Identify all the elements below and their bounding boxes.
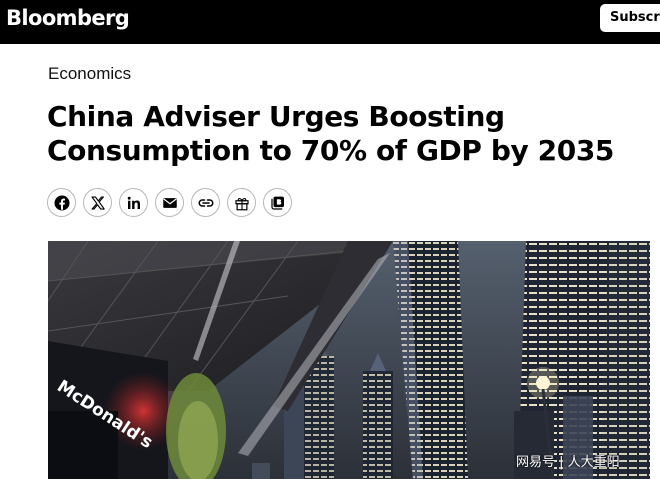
bloomberg-logo[interactable]: Bloomberg xyxy=(6,6,130,30)
share-email-button[interactable] xyxy=(155,188,184,217)
building-canopy xyxy=(48,241,393,456)
share-linkedin-button[interactable] xyxy=(119,188,148,217)
copy-link-button[interactable] xyxy=(191,188,220,217)
x-icon xyxy=(90,195,105,210)
tree xyxy=(166,373,226,479)
article-category[interactable]: Economics xyxy=(48,64,132,83)
bloomberg-terminal-icon xyxy=(270,196,284,210)
subscribe-button[interactable]: Subscri xyxy=(600,4,660,32)
article-headline: China Adviser Urges Boosting Consumption… xyxy=(47,100,615,167)
hero-image: McDonald's xyxy=(48,241,650,479)
share-facebook-button[interactable] xyxy=(47,188,76,217)
gift-article-button[interactable] xyxy=(227,188,256,217)
facebook-icon xyxy=(54,195,69,210)
terminal-share-button[interactable] xyxy=(263,188,292,217)
share-toolbar xyxy=(47,188,292,217)
source-watermark: 网易号 | 人大重阳 xyxy=(516,455,620,470)
link-icon xyxy=(198,198,213,207)
central-tower xyxy=(393,241,468,479)
top-navigation-bar: Bloomberg Subscri xyxy=(0,0,660,44)
storefront: McDonald's xyxy=(48,341,183,479)
shanghai-skyline-photo: McDonald's xyxy=(48,241,650,479)
email-icon xyxy=(162,197,177,208)
gift-icon xyxy=(234,197,249,210)
right-towers xyxy=(514,241,650,479)
linkedin-icon xyxy=(127,196,140,209)
share-x-button[interactable] xyxy=(83,188,112,217)
